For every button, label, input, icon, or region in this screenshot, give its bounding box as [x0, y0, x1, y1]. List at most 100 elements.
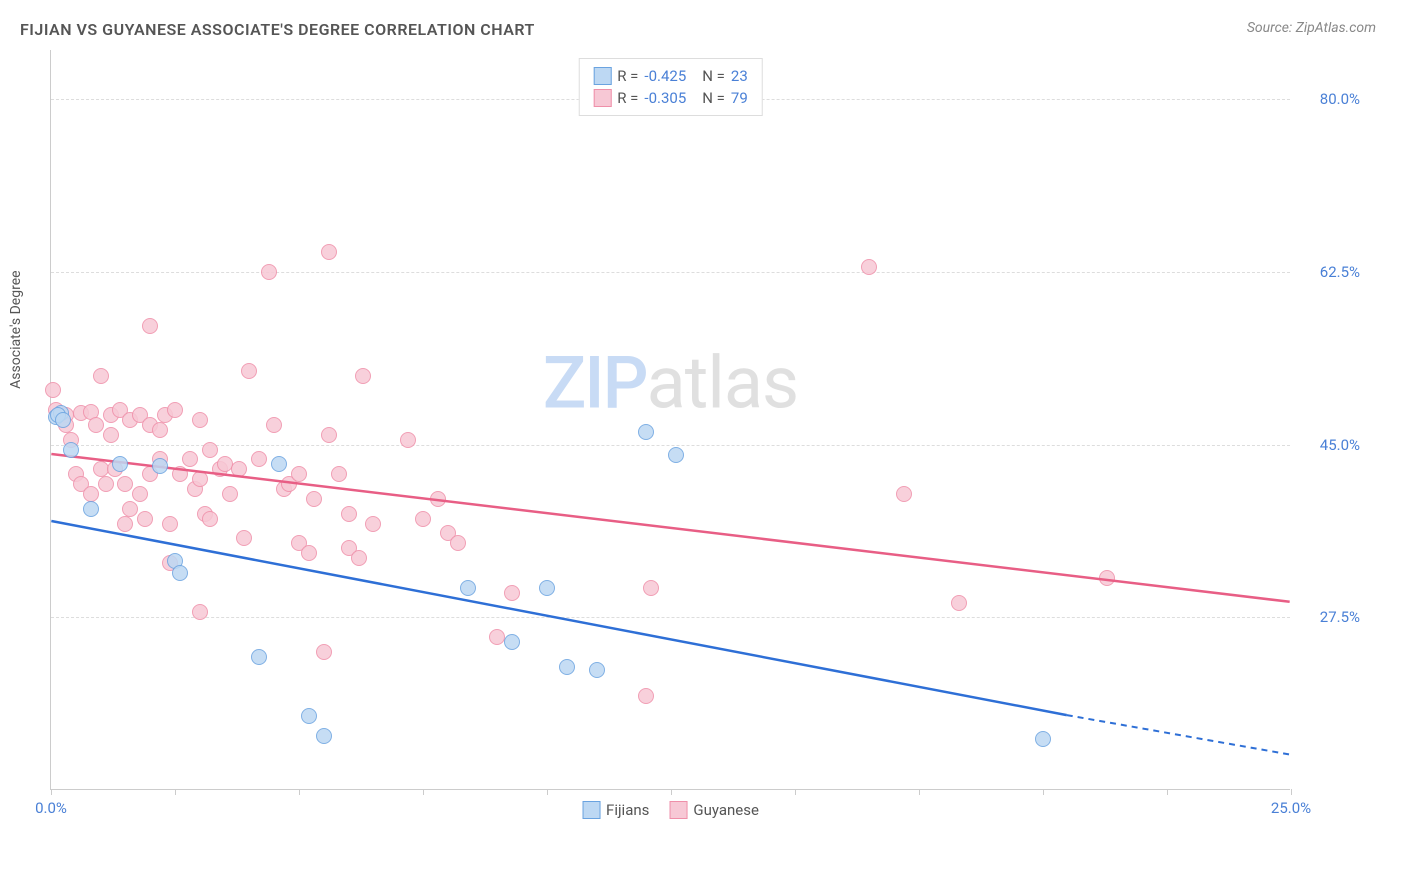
- data-point: [861, 259, 877, 275]
- data-point: [316, 644, 332, 660]
- y-axis-title: Associate's Degree: [8, 270, 24, 388]
- legend-correlation-row: R = -0.425 N = 23: [593, 65, 748, 87]
- legend-n-value: 79: [731, 89, 748, 107]
- data-point: [668, 447, 684, 463]
- data-point: [152, 458, 168, 474]
- data-point: [152, 422, 168, 438]
- legend-swatch: [582, 801, 600, 819]
- x-tick: [547, 789, 548, 795]
- data-point: [1035, 731, 1051, 747]
- y-tick-label: 27.5%: [1320, 608, 1360, 626]
- data-point: [103, 427, 119, 443]
- legend-series-item: Guyanese: [669, 801, 759, 819]
- legend-swatch: [593, 67, 611, 85]
- data-point: [63, 442, 79, 458]
- legend-n-value: 23: [731, 67, 748, 85]
- data-point: [93, 368, 109, 384]
- legend-r-label: R =: [617, 67, 638, 85]
- data-point: [192, 412, 208, 428]
- data-point: [137, 511, 153, 527]
- data-point: [321, 244, 337, 260]
- data-point: [55, 412, 71, 428]
- data-point: [132, 486, 148, 502]
- watermark-atlas: atlas: [647, 340, 799, 425]
- data-point: [271, 456, 287, 472]
- data-point: [301, 708, 317, 724]
- data-point: [504, 585, 520, 601]
- legend-r-value: -0.425: [644, 67, 686, 85]
- data-point: [83, 486, 99, 502]
- legend-correlation-row: R = -0.305 N = 79: [593, 87, 748, 109]
- data-point: [142, 318, 158, 334]
- data-point: [222, 486, 238, 502]
- data-point: [559, 659, 575, 675]
- data-point: [236, 530, 252, 546]
- data-point: [192, 604, 208, 620]
- watermark-zip: ZIP: [543, 340, 647, 425]
- legend-series-label: Fijians: [606, 801, 649, 819]
- data-point: [638, 688, 654, 704]
- series-legend: Fijians Guyanese: [582, 801, 759, 819]
- data-point: [365, 516, 381, 532]
- data-point: [504, 634, 520, 650]
- data-point: [112, 456, 128, 472]
- data-point: [951, 595, 967, 611]
- data-point: [202, 511, 218, 527]
- data-point: [117, 516, 133, 532]
- x-tick: [671, 789, 672, 795]
- data-point: [192, 471, 208, 487]
- legend-n-label: N =: [702, 67, 725, 85]
- legend-swatch: [669, 801, 687, 819]
- y-tick-label: 62.5%: [1320, 263, 1360, 281]
- data-point: [291, 466, 307, 482]
- data-point: [122, 501, 138, 517]
- data-point: [251, 649, 267, 665]
- legend-swatch: [593, 89, 611, 107]
- data-point: [172, 565, 188, 581]
- x-tick-label: 0.0%: [35, 799, 67, 817]
- x-tick: [299, 789, 300, 795]
- x-tick: [795, 789, 796, 795]
- data-point: [182, 451, 198, 467]
- data-point: [251, 451, 267, 467]
- data-point: [331, 466, 347, 482]
- data-point: [450, 535, 466, 551]
- data-point: [241, 363, 257, 379]
- y-tick-label: 45.0%: [1320, 436, 1360, 454]
- data-point: [167, 402, 183, 418]
- plot-area: ZIPatlas R = -0.425 N = 23 R = -0.305 N = 7…: [50, 50, 1290, 790]
- x-tick: [1291, 789, 1292, 795]
- data-point: [643, 580, 659, 596]
- x-tick: [1167, 789, 1168, 795]
- data-point: [489, 629, 505, 645]
- data-point: [301, 545, 317, 561]
- data-point: [321, 427, 337, 443]
- data-point: [261, 264, 277, 280]
- data-point: [88, 417, 104, 433]
- data-point: [98, 476, 114, 492]
- data-point: [415, 511, 431, 527]
- legend-n-label: N =: [702, 89, 725, 107]
- x-tick: [1043, 789, 1044, 795]
- legend-series-item: Fijians: [582, 801, 649, 819]
- grid-line: [51, 445, 1290, 446]
- data-point: [460, 580, 476, 596]
- legend-r-value: -0.305: [644, 89, 686, 107]
- data-point: [83, 501, 99, 517]
- trend-line-extrapolated: [1067, 715, 1290, 754]
- data-point: [172, 466, 188, 482]
- data-point: [638, 424, 654, 440]
- data-point: [351, 550, 367, 566]
- data-point: [162, 516, 178, 532]
- x-tick: [175, 789, 176, 795]
- data-point: [430, 491, 446, 507]
- x-tick: [51, 789, 52, 795]
- data-point: [45, 382, 61, 398]
- grid-line: [51, 617, 1290, 618]
- x-tick-label: 25.0%: [1271, 799, 1311, 817]
- x-tick: [423, 789, 424, 795]
- data-point: [266, 417, 282, 433]
- chart-title: FIJIAN VS GUYANESE ASSOCIATE'S DEGREE CO…: [20, 20, 535, 39]
- data-point: [400, 432, 416, 448]
- legend-r-label: R =: [617, 89, 638, 107]
